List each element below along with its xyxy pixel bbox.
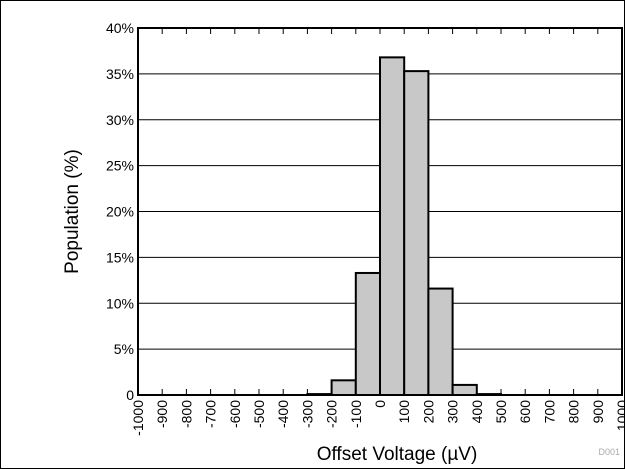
x-tick-label: -900 xyxy=(154,400,170,428)
y-tick-label: 25% xyxy=(106,158,134,174)
y-tick-labels: 0 5% 10% 15% 20% 25% 30% 35% 40% xyxy=(106,20,134,403)
x-tick-label: -800 xyxy=(178,400,194,428)
figure-id-label: D001 xyxy=(598,447,620,457)
x-tick-label: 0 xyxy=(372,400,388,408)
x-tick-label: 1000 xyxy=(614,400,625,431)
histogram-bar xyxy=(427,287,454,397)
x-tick-label: -700 xyxy=(203,400,219,428)
x-tick-label: -600 xyxy=(227,400,243,428)
x-tick-label: 800 xyxy=(566,400,582,424)
x-tick-label: -1000 xyxy=(130,400,146,436)
y-tick-label: 10% xyxy=(106,295,134,311)
y-tick-label: 5% xyxy=(114,341,134,357)
x-tick-label: -100 xyxy=(348,400,364,428)
y-tick-label: 40% xyxy=(106,20,134,36)
x-tick-label: 900 xyxy=(590,400,606,424)
x-tick-label: -400 xyxy=(275,400,291,428)
x-tick-label: -300 xyxy=(299,400,315,428)
histogram-bar xyxy=(451,383,478,397)
x-tick-label: 600 xyxy=(517,400,533,424)
histogram-bar xyxy=(354,271,381,396)
axis-ticks xyxy=(161,28,599,395)
y-tick-label: 20% xyxy=(106,204,134,220)
y-tick-label: 0 xyxy=(126,387,134,403)
x-tick-label: 500 xyxy=(493,400,509,424)
x-tick-label: -500 xyxy=(251,400,267,428)
x-tick-label: -200 xyxy=(324,400,340,428)
x-tick-labels: -1000 -900 -800 -700 -600 -500 -400 -300 -200 -10… xyxy=(130,400,625,436)
x-axis-title: Offset Voltage (µV) xyxy=(317,444,478,465)
histogram-bar xyxy=(403,70,430,396)
histogram-bar xyxy=(330,379,357,397)
x-tick-label: 400 xyxy=(469,400,485,424)
x-tick-label: 300 xyxy=(445,400,461,424)
x-tick-label: 700 xyxy=(541,400,557,424)
y-tick-label: 35% xyxy=(106,66,134,82)
y-tick-label: 15% xyxy=(106,249,134,265)
y-axis-title: Population (%) xyxy=(62,149,83,274)
x-tick-label: 200 xyxy=(420,400,436,424)
x-tick-label: 100 xyxy=(396,400,412,424)
histogram-bars xyxy=(306,56,502,397)
y-tick-label: 30% xyxy=(106,112,134,128)
histogram-bar xyxy=(379,56,406,397)
